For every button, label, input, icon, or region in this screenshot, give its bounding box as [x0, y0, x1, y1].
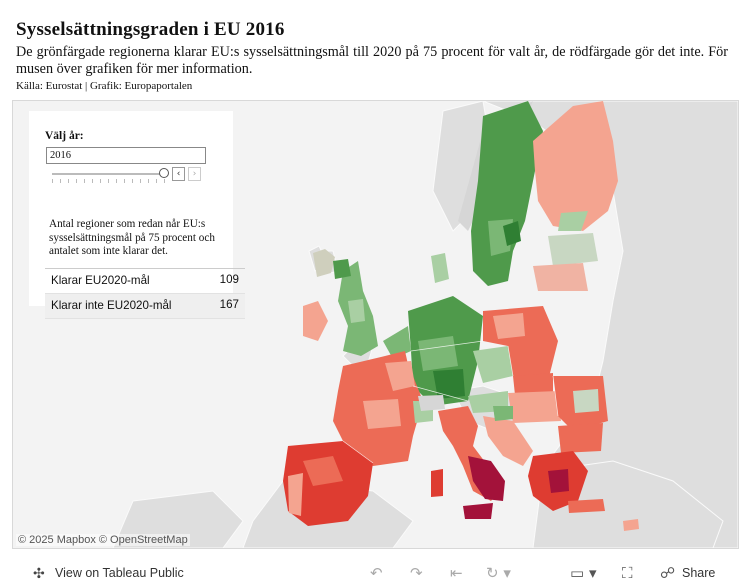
region-latvia-lithuania[interactable] — [533, 263, 588, 291]
tableau-logo-icon: ✣ — [33, 565, 45, 581]
region-greece-central[interactable] — [548, 469, 569, 493]
europe-map[interactable] — [13, 101, 738, 548]
map-attribution[interactable]: © 2025 Mapbox © OpenStreetMap — [16, 534, 190, 546]
region-switzerland — [418, 395, 445, 411]
region-bucharest[interactable] — [573, 389, 599, 413]
share-icon: ☍ — [660, 564, 676, 582]
year-filter-input[interactable]: 2016 — [46, 147, 206, 164]
region-estonia[interactable] — [548, 233, 598, 266]
region-hungary[interactable] — [508, 391, 561, 423]
year-slider-track[interactable] — [52, 173, 164, 175]
chevron-left-icon[interactable]: ‹ — [172, 167, 185, 181]
region-crete[interactable] — [568, 499, 605, 513]
count-value: 109 — [219, 273, 239, 286]
count-value: 167 — [219, 298, 239, 311]
region-poland-north[interactable] — [493, 313, 525, 339]
region-croatia[interactable] — [483, 416, 533, 466]
count-label: Klarar inte EU2020-mål — [51, 299, 172, 312]
source-line: Källa: Eurostat | Grafik: Europaportalen — [16, 80, 193, 92]
filter-panel: Välj år: 2016 ‹ › Antal regioner som red… — [29, 111, 245, 319]
region-gotland[interactable] — [503, 221, 521, 246]
region-germany-central[interactable] — [418, 336, 458, 371]
share-label: Share — [682, 566, 716, 580]
revert-icon[interactable]: ⇤ — [450, 564, 463, 582]
border-lines — [342, 340, 559, 464]
region-slovakia[interactable] — [513, 373, 553, 395]
year-slider-ticks — [52, 179, 167, 183]
region-finland[interactable] — [533, 101, 618, 231]
page-title: Sysselsättningsgraden i EU 2016 — [16, 19, 285, 40]
fullscreen-icon[interactable]: ⛶ — [622, 564, 633, 582]
region-sicily[interactable] — [463, 503, 493, 519]
region-netherlands[interactable] — [383, 326, 411, 359]
region-sweden[interactable] — [471, 101, 543, 286]
refresh-icon[interactable]: ↻ ▾ — [486, 564, 511, 582]
count-label: Klarar EU2020-mål — [51, 274, 150, 287]
download-icon[interactable]: ▭ ▾ — [570, 564, 597, 582]
region-bavaria[interactable] — [433, 369, 465, 399]
region-cyprus[interactable] — [623, 519, 639, 531]
region-slovenia[interactable] — [493, 406, 513, 421]
page-subtitle: De grönfärgade regionerna klarar EU:s sy… — [16, 44, 728, 77]
region-italy-south[interactable] — [468, 456, 505, 501]
region-paris[interactable] — [385, 361, 415, 391]
chevron-right-icon[interactable]: › — [188, 167, 201, 181]
region-czechia[interactable] — [473, 346, 513, 383]
header: Sysselsättningsgraden i EU 2016 De grönf… — [16, 18, 728, 93]
table-row[interactable]: Klarar EU2020-mål 109 — [45, 269, 245, 294]
region-portugal[interactable] — [288, 473, 303, 516]
undo-icon[interactable]: ↶ — [370, 564, 383, 582]
region-uk-midlands[interactable] — [348, 299, 365, 323]
region-denmark[interactable] — [431, 253, 449, 283]
map-viewport[interactable]: Välj år: 2016 ‹ › Antal regioner som red… — [12, 100, 739, 549]
count-table: Klarar EU2020-mål 109 Klarar inte EU2020… — [45, 268, 245, 319]
year-filter-label: Välj år: — [45, 130, 84, 142]
region-iceland[interactable] — [313, 249, 335, 277]
info-description: Antal regioner som redan når EU:s syssel… — [49, 218, 215, 257]
table-row[interactable]: Klarar inte EU2020-mål 167 — [45, 294, 245, 319]
year-slider-thumb[interactable] — [159, 168, 169, 178]
tableau-toolbar: ✣ View on Tableau Public ↶ ↷ ⇤ ↻ ▾ ▭ ▾ ⛶… — [0, 558, 750, 587]
view-on-tableau-public-label: View on Tableau Public — [55, 566, 184, 580]
region-scotland-north[interactable] — [333, 259, 351, 279]
region-finland-south[interactable] — [558, 211, 588, 231]
redo-icon[interactable]: ↷ — [410, 564, 423, 582]
region-spain-north[interactable] — [303, 456, 343, 486]
region-bulgaria[interactable] — [558, 423, 603, 453]
region-ireland[interactable] — [303, 301, 328, 341]
region-sardinia[interactable] — [431, 469, 443, 497]
region-france-central[interactable] — [363, 399, 401, 429]
